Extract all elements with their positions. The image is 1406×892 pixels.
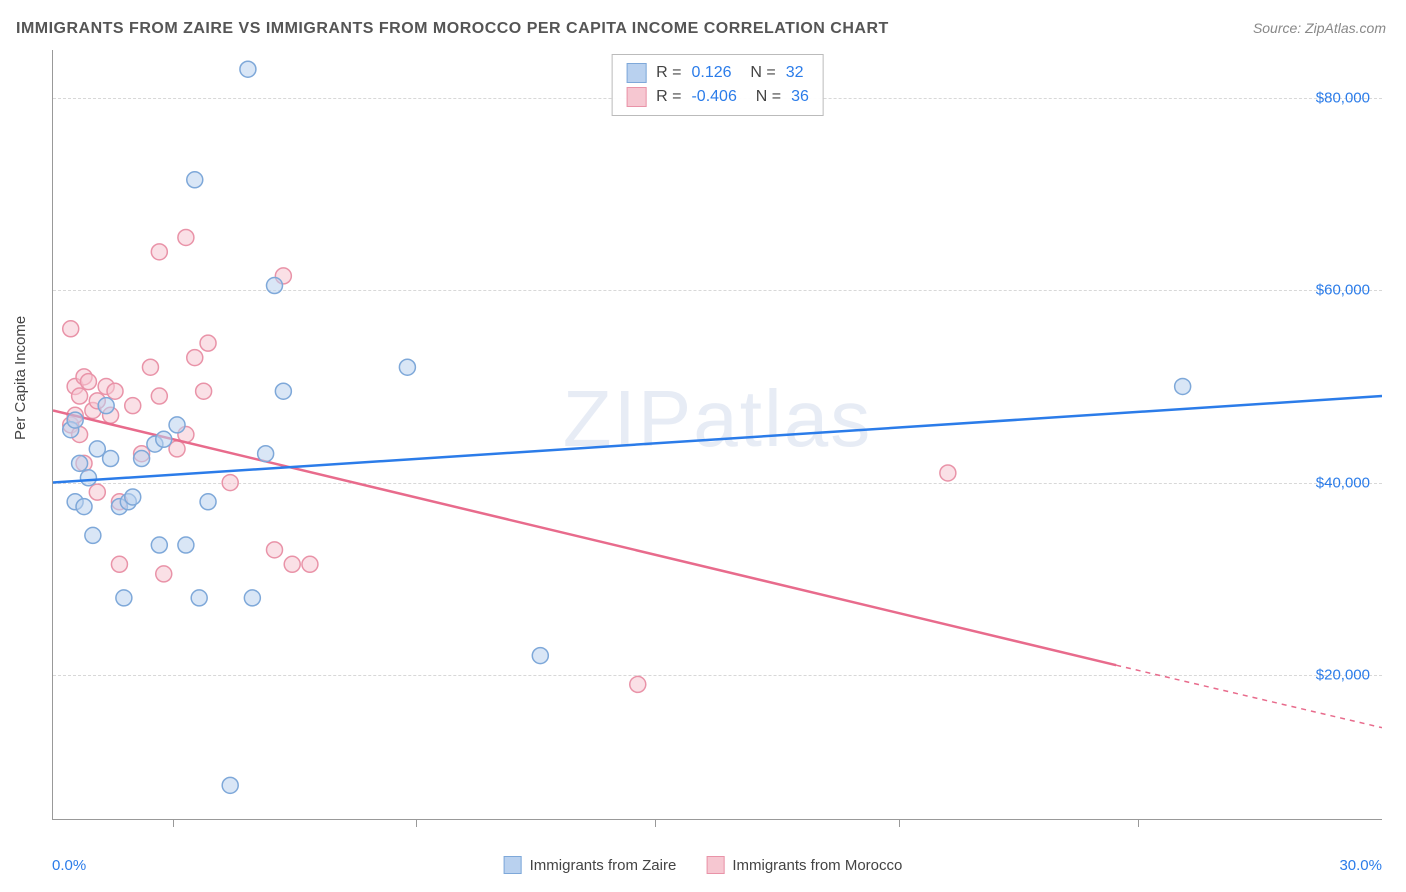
legend-row-zaire: R = 0.126 N = 32 <box>626 61 809 85</box>
legend-n-value: 36 <box>791 88 809 106</box>
scatter-point <box>85 527 101 543</box>
plot-area: ZIPatlas R = 0.126 N = 32 R = -0.406 N =… <box>52 50 1382 820</box>
scatter-point <box>116 590 132 606</box>
legend-r-label: R = <box>656 88 681 106</box>
scatter-point <box>940 465 956 481</box>
scatter-point <box>80 374 96 390</box>
swatch-icon <box>504 856 522 874</box>
scatter-point <box>156 431 172 447</box>
legend-n-value: 32 <box>786 64 804 82</box>
series-legend: Immigrants from Zaire Immigrants from Mo… <box>504 856 903 874</box>
scatter-point <box>258 446 274 462</box>
scatter-point <box>200 335 216 351</box>
scatter-point <box>151 537 167 553</box>
x-tick <box>173 819 174 827</box>
scatter-point <box>187 172 203 188</box>
x-tick <box>416 819 417 827</box>
scatter-point <box>111 556 127 572</box>
scatter-point <box>142 359 158 375</box>
x-tick <box>1138 819 1139 827</box>
scatter-point <box>275 383 291 399</box>
scatter-point <box>222 777 238 793</box>
scatter-point <box>187 350 203 366</box>
scatter-point <box>67 412 83 428</box>
chart-title: IMMIGRANTS FROM ZAIRE VS IMMIGRANTS FROM… <box>16 20 889 38</box>
scatter-point <box>80 470 96 486</box>
scatter-point <box>63 321 79 337</box>
scatter-point <box>267 278 283 294</box>
legend-r-value: -0.406 <box>691 88 736 106</box>
x-axis-max-label: 30.0% <box>1339 857 1382 874</box>
x-tick <box>899 819 900 827</box>
scatter-point <box>532 648 548 664</box>
scatter-point <box>200 494 216 510</box>
source-attribution: Source: ZipAtlas.com <box>1253 20 1386 36</box>
swatch-icon <box>706 856 724 874</box>
scatter-point <box>284 556 300 572</box>
scatter-point <box>169 417 185 433</box>
scatter-svg <box>53 50 1382 819</box>
correlation-legend: R = 0.126 N = 32 R = -0.406 N = 36 <box>611 54 824 116</box>
trend-line <box>53 396 1382 483</box>
y-axis-label: Per Capita Income <box>12 316 29 440</box>
scatter-point <box>151 244 167 260</box>
scatter-point <box>125 489 141 505</box>
legend-label: Immigrants from Morocco <box>732 857 902 874</box>
legend-r-value: 0.126 <box>691 64 731 82</box>
swatch-icon <box>626 63 646 83</box>
legend-n-label: N = <box>742 64 776 82</box>
swatch-icon <box>626 87 646 107</box>
scatter-point <box>156 566 172 582</box>
scatter-point <box>151 388 167 404</box>
scatter-point <box>103 451 119 467</box>
x-tick <box>655 819 656 827</box>
scatter-point <box>89 484 105 500</box>
scatter-point <box>222 475 238 491</box>
scatter-point <box>76 499 92 515</box>
scatter-point <box>267 542 283 558</box>
scatter-point <box>107 383 123 399</box>
legend-item-morocco: Immigrants from Morocco <box>706 856 902 874</box>
scatter-point <box>244 590 260 606</box>
legend-item-zaire: Immigrants from Zaire <box>504 856 677 874</box>
x-axis-min-label: 0.0% <box>52 857 86 874</box>
scatter-point <box>1175 378 1191 394</box>
legend-label: Immigrants from Zaire <box>530 857 677 874</box>
scatter-point <box>302 556 318 572</box>
scatter-point <box>134 451 150 467</box>
trend-line-dashed <box>1116 665 1382 727</box>
scatter-point <box>399 359 415 375</box>
scatter-point <box>98 398 114 414</box>
scatter-point <box>191 590 207 606</box>
legend-row-morocco: R = -0.406 N = 36 <box>626 85 809 109</box>
scatter-point <box>72 455 88 471</box>
scatter-point <box>240 61 256 77</box>
scatter-point <box>125 398 141 414</box>
legend-r-label: R = <box>656 64 681 82</box>
scatter-point <box>196 383 212 399</box>
legend-n-label: N = <box>747 88 781 106</box>
scatter-point <box>630 676 646 692</box>
scatter-point <box>178 537 194 553</box>
scatter-point <box>72 388 88 404</box>
scatter-point <box>178 229 194 245</box>
